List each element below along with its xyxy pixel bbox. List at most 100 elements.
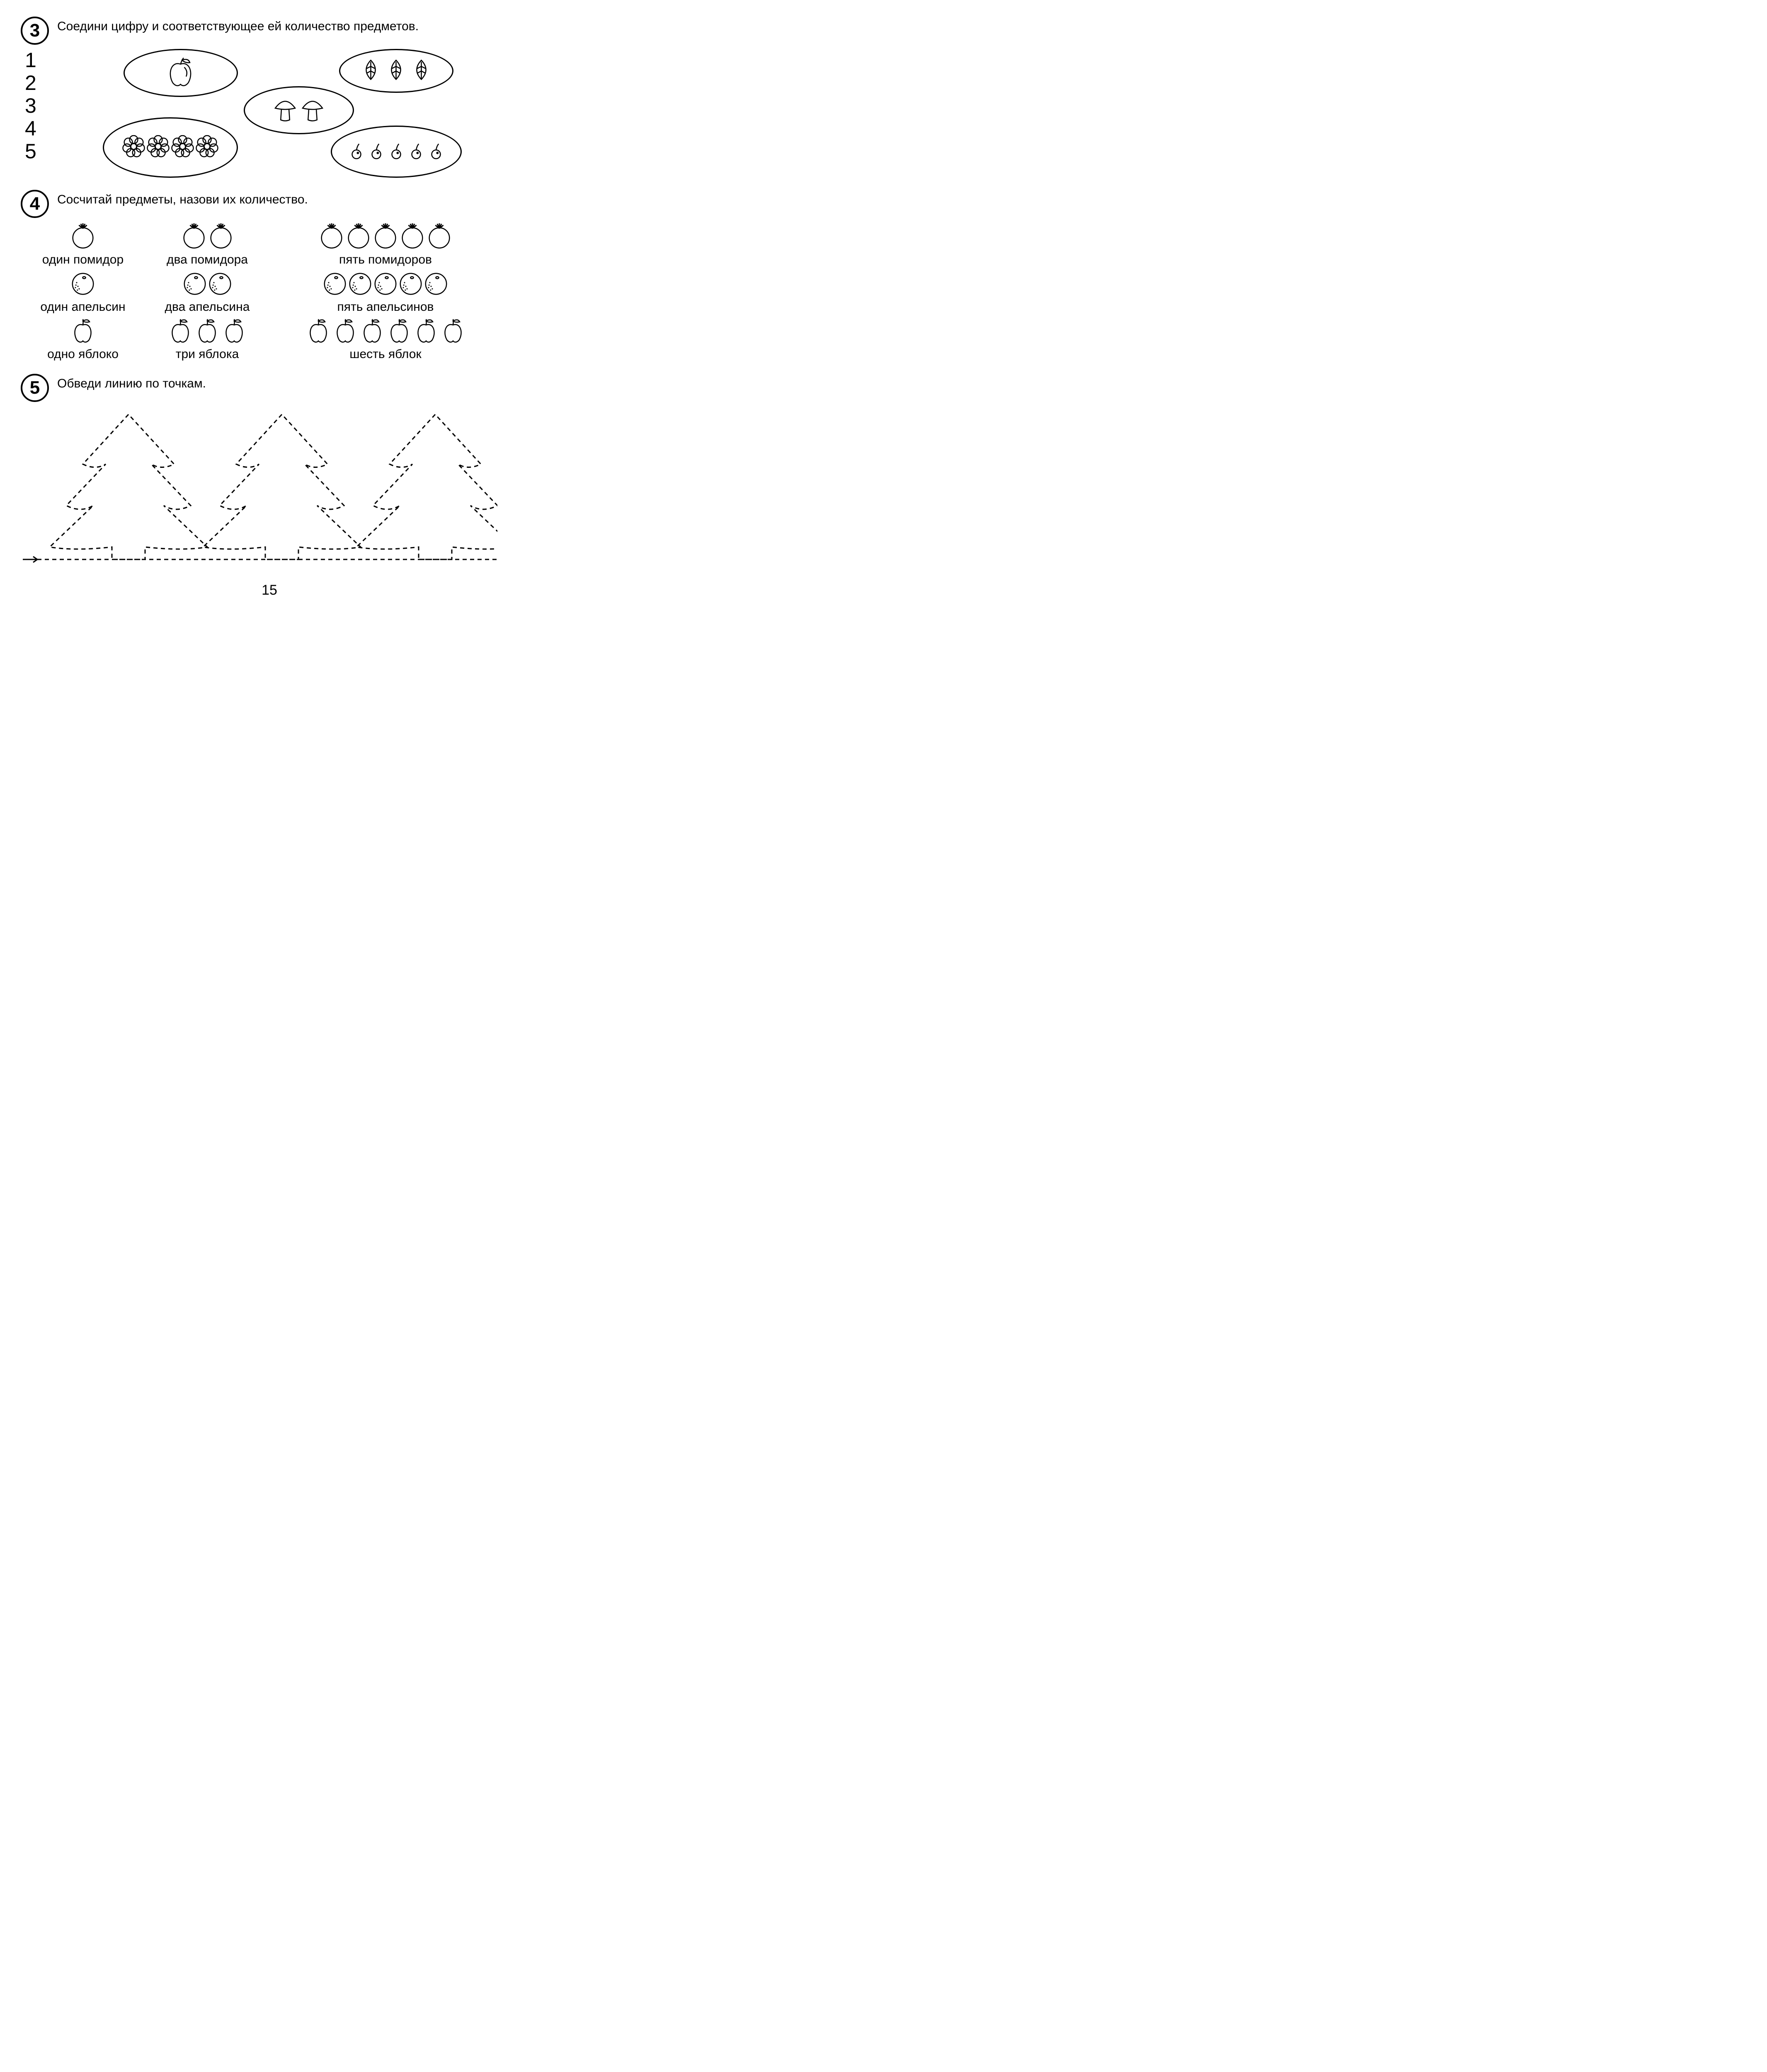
number-2: 2 [25, 72, 36, 94]
count-label: шесть яблок [349, 347, 421, 361]
orange-icon [70, 271, 95, 298]
leaf-icon [410, 58, 433, 83]
apple2-icon [221, 317, 247, 346]
ovals-area [49, 49, 518, 177]
cherry-icon [388, 142, 405, 162]
exercise-4-number: 4 [21, 190, 49, 218]
orange-icon [373, 271, 398, 298]
apple2-icon [194, 317, 221, 346]
leaves-oval [339, 49, 453, 93]
count-cell: два апельсина [137, 269, 278, 314]
number-4: 4 [25, 117, 36, 140]
tomato-icon [208, 223, 234, 251]
apple2-icon [332, 317, 359, 346]
count-label: один апельсин [40, 300, 125, 314]
exercise-5-header: 5 Обведи линию по точкам. [21, 374, 518, 402]
exercise-4: 4 Сосчитай предметы, назови их количеств… [21, 190, 518, 361]
flower-icon [171, 135, 194, 160]
exercise-3: 3 Соедини цифру и соответствующее ей кол… [21, 17, 518, 177]
exercise-5: 5 Обведи линию по точкам. [21, 374, 518, 570]
trees-svg [21, 410, 497, 568]
flower-icon [147, 135, 170, 160]
tree-outline [356, 414, 497, 559]
count-label: одно яблоко [47, 347, 119, 361]
count-cell: один апельсин [29, 269, 137, 314]
count-label: два апельсина [165, 300, 250, 314]
count-row-apple2: одно яблоко три яблока [29, 317, 518, 361]
cherry-icon [427, 142, 445, 162]
icons-row [318, 222, 453, 251]
icons-row [182, 269, 233, 298]
apple2-icon [413, 317, 439, 346]
orange-icon [182, 271, 207, 298]
tomato-icon [181, 223, 207, 251]
count-label: пять помидоров [339, 253, 432, 267]
apple2-icon [386, 317, 412, 346]
number-column: 1 2 3 4 5 [25, 49, 36, 177]
exercise-5-body [21, 410, 518, 570]
count-cell: три яблока [137, 317, 278, 361]
count-label: пять апельсинов [337, 300, 434, 314]
cherry-icon [348, 142, 365, 162]
apple2-icon [359, 317, 385, 346]
exercise-3-header: 3 Соедини цифру и соответствующее ей кол… [21, 17, 518, 45]
icons-row [70, 222, 96, 251]
tomato-icon [345, 223, 372, 251]
icons-row [305, 317, 466, 346]
orange-icon [398, 271, 423, 298]
tomato-icon [399, 223, 426, 251]
flower-icon [122, 135, 145, 160]
exercise-3-number: 3 [21, 17, 49, 45]
icons-row [167, 317, 247, 346]
count-cell: два помидора [137, 222, 278, 267]
apple2-icon [70, 317, 96, 346]
count-cell: шесть яблок [278, 317, 493, 361]
flowers-oval [103, 117, 238, 178]
tomato-icon [70, 223, 96, 251]
count-cell: пять апельсинов [278, 269, 493, 314]
mushrooms-oval [244, 86, 354, 134]
tree-outline [203, 414, 361, 559]
tomato-icon [372, 223, 399, 251]
count-row-tomato: один помидор два помидора пять помидоров [29, 222, 518, 267]
cherry-icon [368, 142, 385, 162]
exercise-5-number: 5 [21, 374, 49, 402]
tomato-icon [318, 223, 345, 251]
exercise-3-body: 1 2 3 4 5 [25, 49, 518, 177]
cherry-icon [407, 142, 425, 162]
tomato-icon [426, 223, 453, 251]
mushroom-icon [300, 97, 325, 124]
exercise-5-instruction: Обведи линию по точкам. [57, 374, 206, 392]
count-cell: одно яблоко [29, 317, 137, 361]
count-label: один помидор [42, 253, 124, 267]
orange-icon [322, 271, 347, 298]
count-cell: один помидор [29, 222, 137, 267]
count-cell: пять помидоров [278, 222, 493, 267]
number-1: 1 [25, 49, 36, 72]
apple-icon [165, 56, 196, 90]
icons-row [70, 317, 96, 346]
exercise-4-header: 4 Сосчитай предметы, назови их количеств… [21, 190, 518, 218]
cherries-oval [331, 126, 462, 178]
apple2-icon [305, 317, 332, 346]
number-3: 3 [25, 94, 36, 117]
orange-icon [208, 271, 233, 298]
count-label: три яблока [176, 347, 239, 361]
exercise-3-instruction: Соедини цифру и соответствующее ей колич… [57, 17, 419, 34]
tree-outline [50, 414, 207, 559]
exercise-4-instruction: Сосчитай предметы, назови их количество. [57, 190, 308, 208]
orange-icon [424, 271, 448, 298]
mushroom-icon [273, 97, 298, 124]
icons-row [70, 269, 95, 298]
flower-icon [196, 135, 218, 160]
arrow-icon [23, 557, 37, 562]
apple-oval [124, 49, 238, 97]
icons-row [181, 222, 234, 251]
page-number: 15 [21, 582, 518, 598]
count-label: два помидора [167, 253, 248, 267]
orange-icon [348, 271, 373, 298]
number-5: 5 [25, 140, 36, 163]
exercise-4-body: один помидор два помидора пять помидоров [29, 222, 518, 361]
count-row-orange: один апельсин два апельсина [29, 269, 518, 314]
leaf-icon [359, 58, 382, 83]
